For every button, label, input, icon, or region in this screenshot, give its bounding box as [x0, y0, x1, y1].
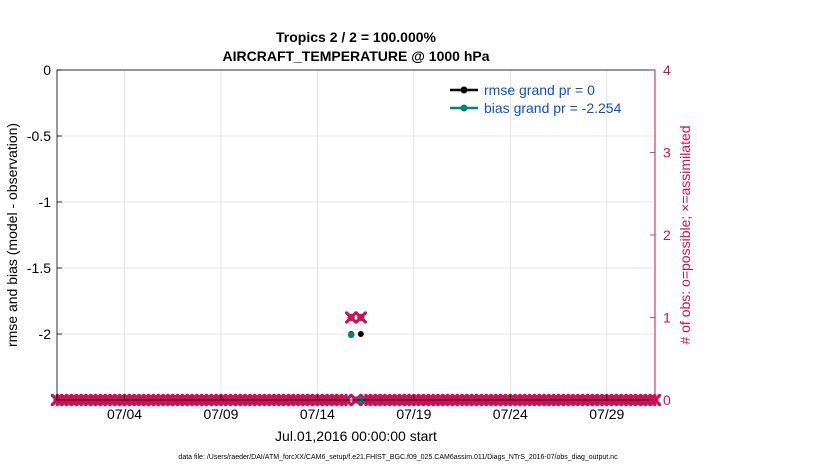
right-tick-label: 2 — [663, 227, 671, 243]
chart-title-line1: Tropics 2 / 2 = 100.000% — [276, 29, 436, 45]
plot-frame — [56, 69, 656, 401]
legend-marker — [460, 86, 468, 94]
left-tick-label: -0.5 — [27, 128, 51, 144]
rmse-point — [357, 331, 364, 337]
grid-lines — [57, 69, 655, 400]
x-tick-label: 07/14 — [300, 406, 335, 422]
left-tick-label: -1 — [39, 194, 52, 210]
legend-label: bias grand pr = -2.254 — [484, 100, 622, 116]
x-axis-ticks: 07/04 07/09 07/14 07/19 07/24 07/29 — [107, 395, 624, 422]
x-tick-label: 07/19 — [396, 406, 431, 422]
left-axis-ticks: 0 -0.5 -1 -1.5 -2 — [27, 62, 62, 342]
right-tick-label: 0 — [663, 392, 671, 408]
left-tick-label: -1.5 — [27, 260, 51, 276]
left-tick-label: -2 — [39, 326, 52, 342]
right-axis-ticks: 0 1 2 3 4 — [650, 62, 671, 408]
legend-marker — [460, 104, 468, 112]
footnote: data file: /Users/raeder/DAI/ATM_forcXX/… — [178, 454, 618, 461]
assimilated-obs-marker — [359, 315, 363, 320]
x-axis-label: Jul.01,2016 00:00:00 start — [275, 428, 437, 444]
x-tick-label: 07/09 — [203, 406, 238, 422]
x-tick-label: 07/29 — [589, 406, 624, 422]
legend-label: rmse grand pr = 0 — [484, 82, 595, 98]
right-tick-label: 4 — [663, 62, 671, 78]
data-marks — [50, 311, 662, 407]
right-tick-label: 3 — [663, 145, 671, 161]
chart-title-line2: AIRCRAFT_TEMPERATURE @ 1000 hPa — [223, 48, 490, 64]
right-axis-label: # of obs: o=possible; ×=assimilated — [677, 125, 693, 344]
left-axis-label: rmse and bias (model - observation) — [4, 123, 20, 347]
x-tick-label: 07/24 — [493, 406, 528, 422]
bias-point — [347, 331, 355, 339]
left-tick-label: 0 — [43, 62, 51, 78]
x-tick-label: 07/04 — [107, 406, 142, 422]
legend: rmse grand pr = 0 bias grand pr = -2.254 — [450, 82, 622, 116]
right-tick-label: 1 — [663, 310, 671, 326]
assimilated-obs-marker — [349, 315, 353, 320]
